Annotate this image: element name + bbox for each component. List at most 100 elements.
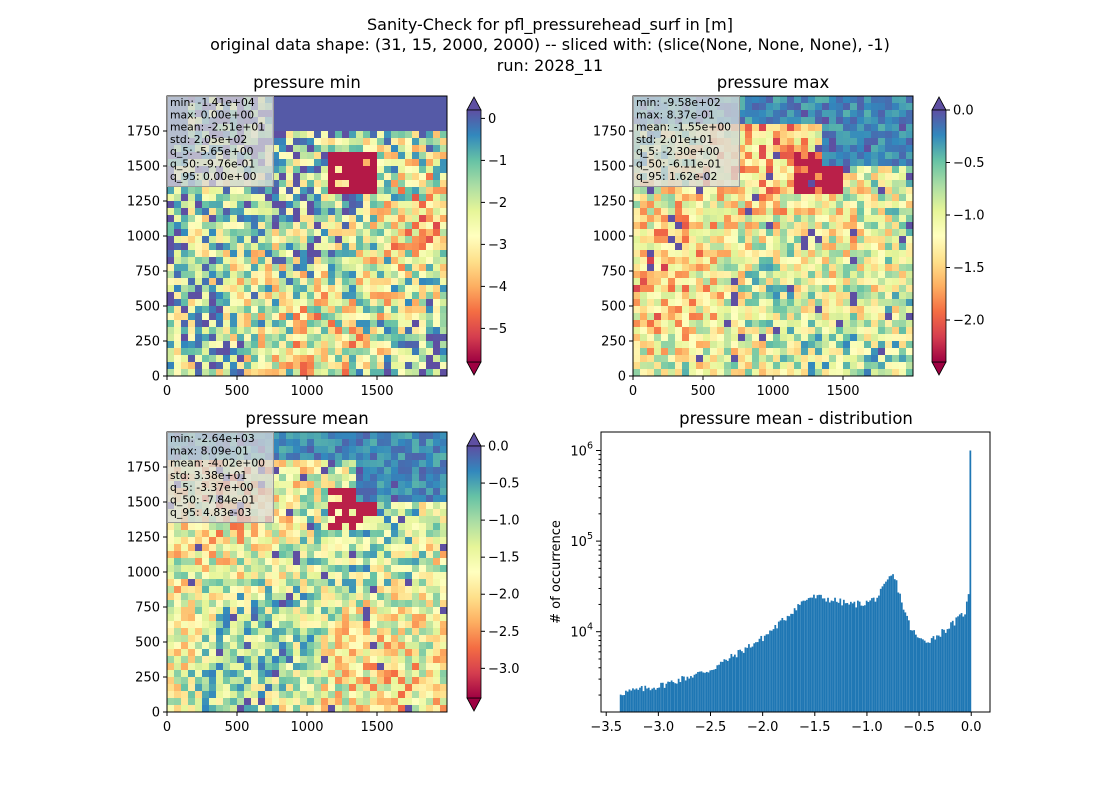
panel-pressure-mean: pressure mean 0 500 1000 1500 0250500750100… xyxy=(127,409,520,735)
heatmap-cell xyxy=(300,628,308,636)
heatmap-cell xyxy=(272,551,280,559)
heatmap-cell xyxy=(850,222,858,230)
heatmap-cell xyxy=(321,544,329,552)
heatmap-cell xyxy=(251,586,259,594)
heatmap-cell xyxy=(780,369,788,377)
heatmap-cell xyxy=(633,306,641,314)
heatmap-cell xyxy=(703,306,711,314)
heatmap-cell xyxy=(363,488,371,496)
colorbar-tick-label: −3 xyxy=(488,238,507,253)
heatmap-cell xyxy=(272,229,280,237)
heatmap-cell xyxy=(815,306,823,314)
heatmap-cell xyxy=(787,215,795,223)
heatmap-cell xyxy=(314,642,322,650)
heatmap-cell xyxy=(391,348,399,356)
heatmap-cell xyxy=(377,152,385,160)
heatmap-cell xyxy=(293,166,301,174)
heatmap-cell xyxy=(279,621,287,629)
heatmap-cell xyxy=(356,635,364,643)
heatmap-cell xyxy=(279,117,287,125)
heatmap-cell xyxy=(181,292,189,300)
heatmap-cell xyxy=(363,124,371,132)
heatmap-cell xyxy=(808,124,816,132)
heatmap-cell xyxy=(167,369,175,377)
heatmap-cell xyxy=(780,201,788,209)
heatmap-cell xyxy=(412,250,420,258)
heatmap-cell xyxy=(633,341,641,349)
heatmap-cell xyxy=(356,495,364,503)
heatmap-cell xyxy=(321,257,329,265)
heatmap-cell xyxy=(829,236,837,244)
heatmap-cell xyxy=(906,117,914,125)
heatmap-cell xyxy=(892,110,900,118)
heatmap-cell xyxy=(216,313,224,321)
heatmap-cell xyxy=(300,124,308,132)
heatmap-cell xyxy=(342,446,350,454)
heatmap-cell xyxy=(906,278,914,286)
heatmap-cell xyxy=(843,257,851,265)
heatmap-cell xyxy=(279,201,287,209)
heatmap-cell xyxy=(440,180,448,188)
heatmap-cell xyxy=(167,236,175,244)
heatmap-cell xyxy=(440,369,448,377)
heatmap-cell xyxy=(843,166,851,174)
heatmap-cell xyxy=(307,677,315,685)
heatmap-cell xyxy=(724,257,732,265)
heatmap-cell xyxy=(195,278,203,286)
heatmap-cell xyxy=(412,348,420,356)
heatmap-cell xyxy=(731,327,739,335)
heatmap-cell xyxy=(426,180,434,188)
heatmap-cell xyxy=(878,348,886,356)
heatmap-cell xyxy=(272,432,280,440)
heatmap-cell xyxy=(752,131,760,139)
heatmap-cell xyxy=(899,285,907,293)
heatmap-cell xyxy=(440,299,448,307)
heatmap-cell xyxy=(675,257,683,265)
heatmap-cell xyxy=(230,670,238,678)
heatmap-cell xyxy=(209,292,217,300)
heatmap-cell xyxy=(398,264,406,272)
heatmap-cell xyxy=(230,257,238,265)
heatmap-cell xyxy=(780,278,788,286)
heatmap-cell xyxy=(314,432,322,440)
heatmap-cell xyxy=(181,187,189,195)
heatmap-cell xyxy=(272,488,280,496)
heatmap-cell xyxy=(899,131,907,139)
heatmap-cell xyxy=(363,117,371,125)
heatmap-cell xyxy=(654,194,662,202)
heatmap-cell xyxy=(426,194,434,202)
heatmap-cell xyxy=(426,572,434,580)
heatmap-cell xyxy=(682,187,690,195)
heatmap-cell xyxy=(307,586,315,594)
heatmap-cell xyxy=(188,327,196,335)
heatmap-cell xyxy=(829,313,837,321)
heatmap-cell xyxy=(188,271,196,279)
y-tick-label: 750 xyxy=(601,265,626,280)
heatmap-cell xyxy=(433,642,441,650)
heatmap-cell xyxy=(335,166,343,174)
heatmap-cell xyxy=(209,208,217,216)
heatmap-cell xyxy=(265,544,273,552)
heatmap-cell xyxy=(279,691,287,699)
heatmap-cell xyxy=(174,194,182,202)
heatmap-cell xyxy=(244,635,252,643)
heatmap-cell xyxy=(391,194,399,202)
heatmap-cell xyxy=(822,362,830,370)
heatmap-cell xyxy=(871,320,879,328)
heatmap-cell xyxy=(314,628,322,636)
heatmap-cell xyxy=(188,544,196,552)
heatmap-cell xyxy=(321,292,329,300)
heatmap-cell xyxy=(293,187,301,195)
heatmap-cell xyxy=(836,313,844,321)
heatmap-cell xyxy=(202,341,210,349)
heatmap-cell xyxy=(815,152,823,160)
heatmap-cell xyxy=(682,257,690,265)
heatmap-cell xyxy=(356,586,364,594)
heatmap-cell xyxy=(328,201,336,209)
heatmap-cell xyxy=(738,369,746,377)
heatmap-cell xyxy=(335,327,343,335)
heatmap-cell xyxy=(419,509,427,517)
heatmap-cell xyxy=(440,236,448,244)
heatmap-cell xyxy=(202,656,210,664)
heatmap-cell xyxy=(773,110,781,118)
